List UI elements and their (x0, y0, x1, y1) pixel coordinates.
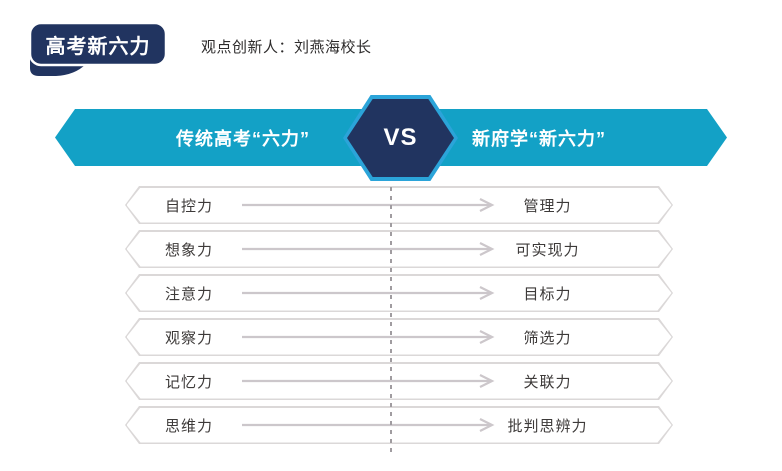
right-arrow-icon (240, 329, 502, 345)
right-arrow-icon (240, 241, 502, 257)
row-from-label: 自控力 (165, 197, 214, 215)
comparison-row: 观察力 筛选力 (125, 318, 673, 356)
right-arrow-icon (240, 285, 502, 301)
comparison-row: 想象力 可实现力 (125, 230, 673, 268)
banner-right-label: 新府学“新六力” (472, 128, 606, 149)
right-arrow-icon (240, 197, 502, 213)
dashed-divider (390, 187, 392, 453)
row-from-label: 观察力 (165, 329, 214, 347)
row-from-label: 思维力 (165, 417, 214, 435)
title-badge: 高考新六力 (28, 22, 168, 82)
row-to-label: 管理力 (523, 197, 572, 215)
comparison-rows: 自控力 管理力 想象力 可实现力 注意力 目标力 (125, 186, 673, 450)
vs-hexagon-inner: VS (347, 99, 454, 177)
row-to-label: 筛选力 (523, 329, 572, 347)
row-to-label: 目标力 (523, 285, 572, 303)
right-arrow-icon (240, 373, 502, 389)
comparison-row: 自控力 管理力 (125, 186, 673, 224)
comparison-row: 记忆力 关联力 (125, 362, 673, 400)
comparison-row: 思维力 批判思辨力 (125, 406, 673, 444)
row-from-label: 想象力 (165, 241, 214, 259)
speech-bubble-shape (28, 22, 168, 76)
right-arrow-icon (240, 417, 502, 433)
vs-hexagon: VS (343, 95, 458, 181)
banner-left-label: 传统高考“六力” (176, 128, 310, 149)
row-to-label: 关联力 (523, 373, 572, 391)
page-title: 高考新六力 (45, 35, 151, 58)
row-from-label: 记忆力 (165, 373, 214, 391)
comparison-row: 注意力 目标力 (125, 274, 673, 312)
subtitle-author: 观点创新人：刘燕海校长 (201, 39, 372, 56)
vs-label: VS (383, 124, 418, 151)
row-to-label: 可实现力 (515, 241, 580, 259)
row-from-label: 注意力 (165, 285, 214, 303)
row-to-label: 批判思辨力 (507, 417, 588, 435)
